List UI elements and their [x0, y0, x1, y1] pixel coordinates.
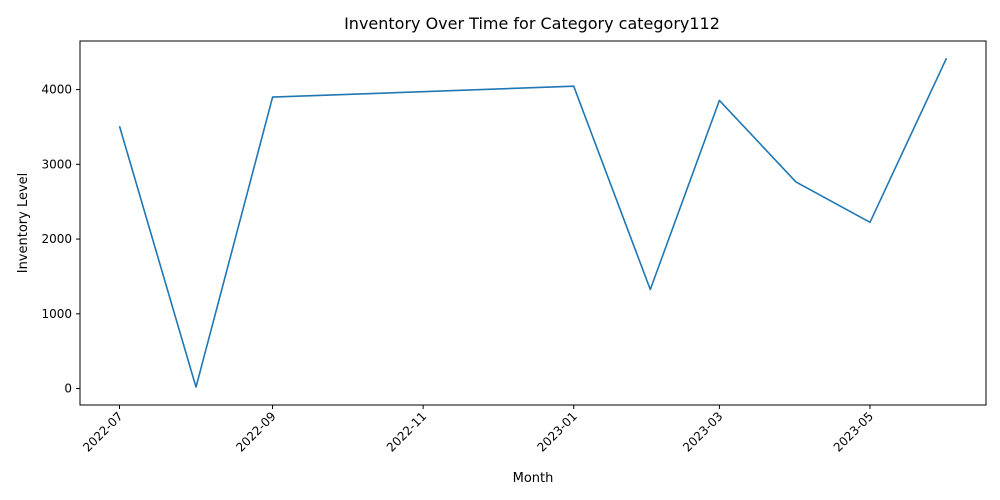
x-tick-label: 2022-09 [233, 409, 278, 454]
x-tick-label: 2023-03 [680, 409, 725, 454]
y-tick-label: 2000 [41, 232, 72, 246]
series-line [118, 57, 948, 388]
x-tick-label: 2023-01 [535, 409, 580, 454]
y-tick-label: 1000 [41, 307, 72, 321]
y-tick-label: 3000 [41, 157, 72, 171]
x-tick-label: 2022-11 [384, 409, 429, 454]
y-axis-label: Inventory Level [16, 173, 31, 274]
y-tick-label: 4000 [41, 83, 72, 97]
plot-frame [79, 40, 987, 406]
y-tick-label: 0 [64, 382, 72, 396]
x-axis-label: Month [513, 471, 554, 486]
chart-title: Inventory Over Time for Category categor… [344, 14, 720, 33]
x-tick-label: 2023-05 [831, 409, 876, 454]
x-tick-label: 2022-07 [80, 409, 125, 454]
x-axis: 2022-07 2022-09 2022-11 2023-01 2023-03 2023-… [80, 405, 876, 455]
plot-series [118, 57, 948, 388]
y-axis: 0 1000 2000 3000 4000 [41, 83, 80, 396]
